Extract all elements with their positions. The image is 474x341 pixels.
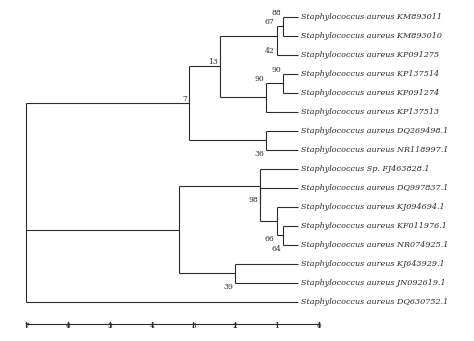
Text: Staphylococcus aureus NR118997.1: Staphylococcus aureus NR118997.1 [301,146,448,153]
Text: 88: 88 [271,9,281,17]
Text: Staphylococcus aureus KP137514: Staphylococcus aureus KP137514 [301,70,439,78]
Text: Staphylococcus aureus KJ643929.1: Staphylococcus aureus KJ643929.1 [301,260,445,268]
Text: 0: 0 [316,322,321,330]
Text: 2: 2 [233,322,237,330]
Text: 5: 5 [108,322,112,330]
Text: 7: 7 [182,95,187,103]
Text: 36: 36 [255,150,264,158]
Text: Staphylococcus aureus KP091274: Staphylococcus aureus KP091274 [301,89,439,97]
Text: 98: 98 [248,196,258,204]
Text: Staphylococcus aureus DQ630752.1: Staphylococcus aureus DQ630752.1 [301,298,448,306]
Text: 42: 42 [265,47,275,55]
Text: Staphylococcus aureus KJ094694.1: Staphylococcus aureus KJ094694.1 [301,203,445,211]
Text: 7: 7 [24,322,29,330]
Text: 4: 4 [149,322,154,330]
Text: Staphylococcus aureus DQ997837.1: Staphylococcus aureus DQ997837.1 [301,183,448,192]
Text: Staphylococcus aureus JN092619.1: Staphylococcus aureus JN092619.1 [301,279,446,286]
Text: 3: 3 [191,322,196,330]
Text: 90: 90 [255,75,264,83]
Text: Staphylococcus aureus DQ269498.1: Staphylococcus aureus DQ269498.1 [301,127,448,135]
Text: Staphylococcus aureus KP137513: Staphylococcus aureus KP137513 [301,108,439,116]
Text: 13: 13 [209,58,219,66]
Text: 66: 66 [265,235,275,243]
Text: Staphylococcus aureus KF011976.1: Staphylococcus aureus KF011976.1 [301,222,447,229]
Text: Staphylococcus Sp. FJ463828.1: Staphylococcus Sp. FJ463828.1 [301,165,429,173]
Text: 1: 1 [274,322,279,330]
Text: Staphylococcus aureus NR074925.1: Staphylococcus aureus NR074925.1 [301,241,448,249]
Text: 90: 90 [271,65,281,74]
Text: Staphylococcus aureus KM893011: Staphylococcus aureus KM893011 [301,13,442,20]
Text: 67: 67 [265,18,275,26]
Text: Staphylococcus aureus KM893010: Staphylococcus aureus KM893010 [301,32,442,40]
Text: 6: 6 [66,322,71,330]
Text: 64: 64 [271,244,281,253]
Text: Staphylococcus aureus KP091275: Staphylococcus aureus KP091275 [301,50,439,59]
Text: 39: 39 [223,283,233,291]
